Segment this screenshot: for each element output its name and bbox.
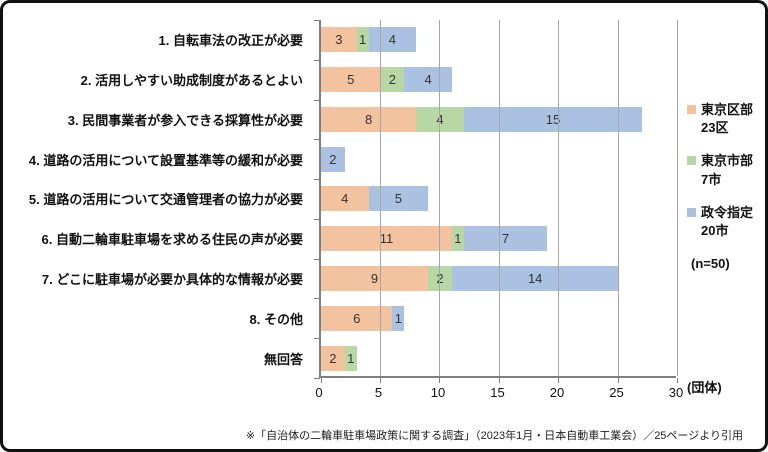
- stacked-bar: 11 1 7: [321, 226, 548, 252]
- gridline: [617, 20, 619, 376]
- bar-row: 8415: [321, 100, 676, 140]
- category-label: 8. その他: [249, 311, 303, 327]
- legend-item: 東京区部 23区: [687, 101, 753, 137]
- bar-segment: 5: [321, 67, 381, 93]
- bar-segment: 14: [451, 266, 619, 292]
- bar-segment: 1: [344, 345, 357, 371]
- x-axis-labels: 0 5 10 15 20 25 30: [315, 385, 683, 401]
- bar-segment: 4: [368, 27, 417, 53]
- category-label: 4. 道路の活用について設置基準等の緩和が必要: [28, 152, 303, 168]
- stacked-bar: 8415: [321, 106, 643, 132]
- bar-segment: 4: [321, 186, 369, 212]
- y-axis-tick: [314, 60, 320, 61]
- legend-label: 東京区部 23区: [701, 102, 754, 136]
- x-axis-unit-label: (団体): [687, 380, 722, 395]
- bar-segment: 2: [380, 67, 405, 93]
- bar-segment: 5: [368, 186, 429, 212]
- bar-rows: 3145248415245111792146121: [321, 20, 676, 376]
- y-axis-tick: [314, 179, 320, 180]
- legend-label: 東京市部 7市: [701, 153, 754, 187]
- category-label: 5. 道路の活用について交通管理者の協力が必要: [28, 192, 303, 208]
- bar-segment: 2: [321, 146, 345, 172]
- x-axis-tick: [617, 378, 619, 383]
- source-footnote: ※「自治体の二輪車駐車場政策に関する調査」（2023年1月・日本自動車工業会）／…: [245, 430, 743, 442]
- sample-size-note: (n=50): [691, 256, 730, 272]
- x-axis-tick-label: 15: [490, 385, 505, 400]
- bar-segment: 15: [463, 106, 643, 132]
- gridline: [558, 20, 559, 376]
- stacked-bar: 2: [321, 146, 345, 172]
- bar-segment: 6: [321, 305, 393, 331]
- category-axis: 1. 自転車法の改正が必要 2. 活用しやすい助成制度があるとよい 3. 民間事業者…: [13, 20, 311, 378]
- x-axis-tick: [558, 378, 559, 383]
- bar-row: 2: [321, 139, 676, 179]
- x-axis-tick: [498, 378, 500, 383]
- bar-segment: 7: [463, 226, 548, 252]
- category-label: 無回答: [263, 351, 303, 367]
- y-axis-tick: [314, 139, 320, 140]
- y-axis-tick: [314, 259, 320, 260]
- legend-item: 東京市部 7市: [687, 152, 753, 188]
- x-axis-tick-label: 0: [315, 385, 323, 400]
- y-axis-tick: [314, 219, 320, 220]
- bar-segment: 1: [392, 305, 405, 331]
- category-label: 1. 自転車法の改正が必要: [158, 33, 303, 49]
- y-axis-tick: [314, 338, 320, 339]
- x-axis-tick: [439, 378, 440, 383]
- gridline: [439, 20, 440, 376]
- y-axis-tick: [314, 298, 320, 299]
- bar-segment: 4: [404, 67, 452, 93]
- legend-swatch-icon: [687, 105, 696, 114]
- x-axis-tick-label: 5: [374, 385, 383, 400]
- bar-segment: 8: [321, 106, 417, 132]
- gridline: [677, 20, 678, 376]
- bar-segment: 11: [321, 226, 452, 252]
- stacked-bar: 9214: [321, 266, 619, 292]
- x-axis-tick-label: 20: [549, 385, 565, 400]
- category-label: 2. 活用しやすい助成制度があるとよい: [80, 73, 303, 89]
- x-axis-tick: [379, 378, 381, 383]
- category-label: 3. 民間事業者が参入できる採算性が必要: [67, 112, 303, 128]
- gridline: [498, 20, 500, 376]
- x-axis-tick: [677, 378, 678, 383]
- x-axis-tick-label: 25: [609, 385, 624, 400]
- bar-segment: 1: [451, 226, 464, 252]
- bar-segment: 9: [321, 266, 429, 292]
- plot-area: 3145248415245111792146121: [314, 20, 678, 383]
- bar-segment: 2: [321, 345, 345, 371]
- legend-swatch-icon: [687, 156, 696, 166]
- bar-row: 11 1 7: [321, 219, 676, 259]
- y-axis-tick: [314, 378, 320, 379]
- legend-swatch-icon: [687, 207, 696, 217]
- y-axis-tick: [314, 20, 320, 21]
- legend-label: 政令指定 20市: [701, 204, 754, 238]
- legend: 東京区部 23区 東京市部 7市 政令指定 20市 (n=50): [687, 101, 753, 271]
- category-label: 7. どこに駐車場が必要か具体的な情報が必要: [41, 272, 303, 288]
- gridline: [379, 20, 381, 376]
- bar-segment: 3: [321, 27, 357, 53]
- x-axis-tick: [321, 378, 322, 383]
- x-axis-tick-label: 30: [668, 385, 684, 400]
- y-axis-tick: [314, 100, 320, 101]
- bar-row: 9214: [321, 259, 676, 299]
- category-label: 6. 自動二輪車駐車場を求める住民の声が必要: [41, 232, 303, 248]
- bar-segment: 1: [356, 27, 369, 53]
- x-axis-tick-label: 10: [430, 385, 446, 400]
- legend-item: 政令指定 20市: [687, 204, 753, 240]
